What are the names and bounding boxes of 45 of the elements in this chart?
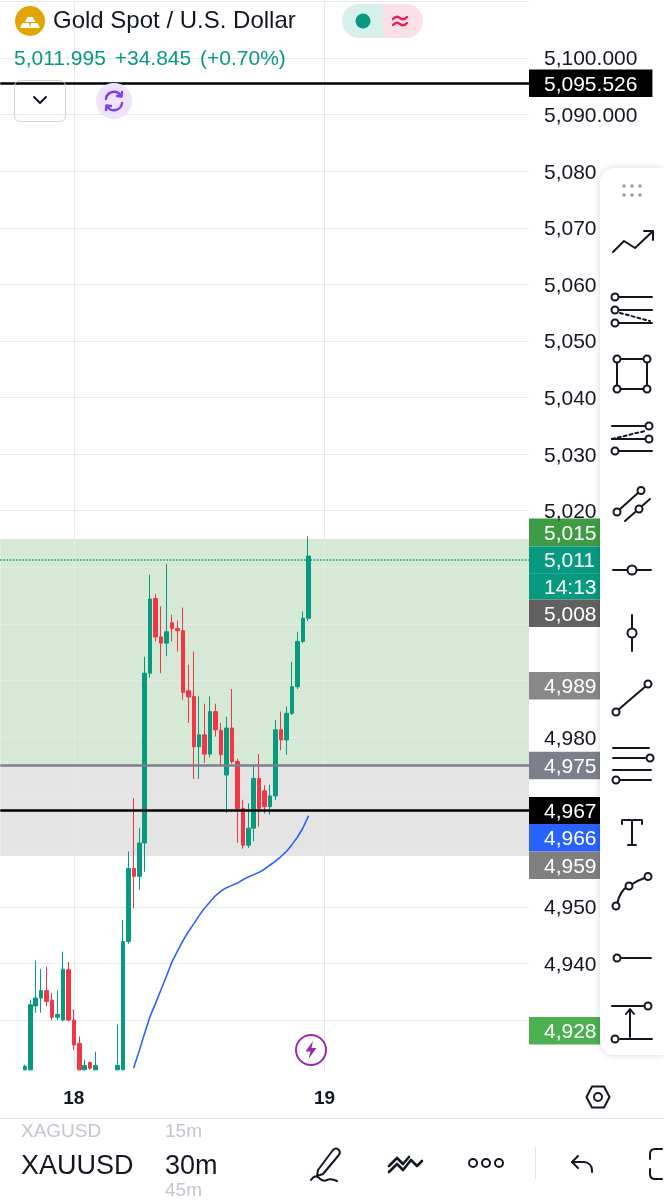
y-tick-label: 5,040	[544, 386, 597, 410]
text: 5,011.995 +34.845 (+0.70%)	[14, 45, 286, 70]
y-tick-label: 4,950	[544, 895, 597, 919]
y-tick-label: 4,940	[544, 951, 597, 975]
ref-line-label: 5,095.526	[544, 71, 638, 95]
y-tick-label: 5,020	[544, 499, 597, 523]
y-tick-label: 5,070	[544, 216, 597, 240]
text: XAGUSD	[21, 1119, 102, 1141]
candlestick	[213, 703, 218, 738]
y-tick-label: 5,090.000	[544, 103, 638, 127]
candlestick	[202, 703, 207, 764]
candlestick	[93, 1051, 98, 1071]
line-series	[133, 815, 310, 1069]
y-tick-label: 4,980	[544, 725, 597, 749]
y-tick-label: 5,080	[544, 159, 597, 183]
text: 14:13	[544, 575, 597, 598]
text: 5,008	[544, 601, 597, 625]
text: 4,959	[544, 853, 597, 877]
text: 5,015	[544, 520, 597, 544]
y-tick-label: 5,100.000	[544, 46, 638, 70]
text: 4,928	[544, 1019, 597, 1043]
candlestick	[219, 722, 223, 766]
y-tick-label: 5,050	[544, 329, 597, 353]
x-tick-label: 18	[63, 1087, 85, 1108]
candlestick	[279, 711, 283, 751]
ref-line-label: 5,011	[544, 548, 595, 572]
text: 30m	[165, 1149, 218, 1180]
ref-line-label: 4,967	[544, 799, 597, 823]
text: 4,966	[544, 826, 597, 850]
text: 45m	[165, 1178, 202, 1200]
ref-line-label: 4,975	[544, 753, 597, 777]
y-tick-label: 5,060	[544, 272, 597, 296]
candlestick	[197, 695, 201, 780]
chart-title: Gold Spot / U.S. Dollar	[53, 6, 296, 34]
candlestick	[132, 797, 136, 909]
text: XAUUSD	[21, 1149, 134, 1180]
candlestick	[164, 563, 169, 657]
y-tick-label: 5,030	[544, 442, 597, 466]
candlestick	[88, 1060, 92, 1071]
x-tick-label: 19	[314, 1087, 336, 1108]
text: 15m	[165, 1119, 202, 1141]
candlestick	[224, 716, 229, 814]
text: 4,989	[544, 674, 597, 698]
candlestick	[208, 695, 212, 758]
candlestick	[82, 1059, 87, 1071]
